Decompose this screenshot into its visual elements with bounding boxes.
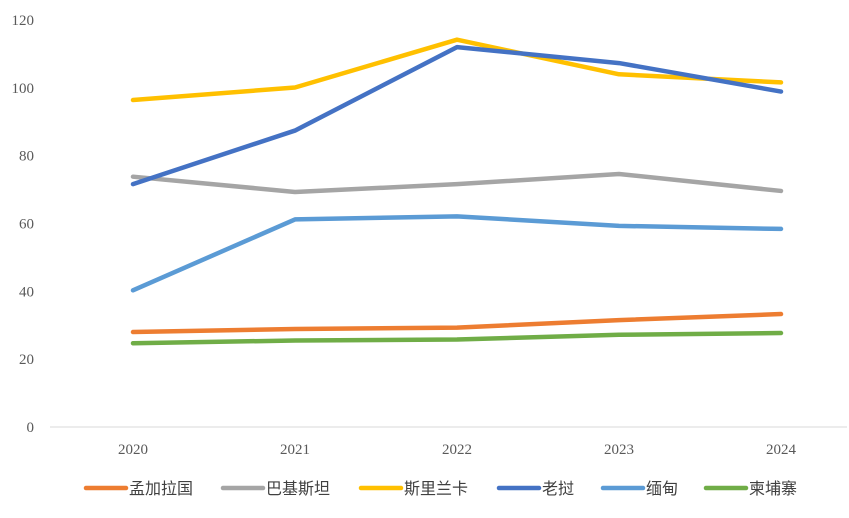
legend-label: 老挝 <box>542 479 574 498</box>
y-tick-label: 100 <box>12 81 35 97</box>
y-axis-ticks: 0 20 40 60 80 100 120 <box>12 13 35 436</box>
x-tick-label: 2023 <box>604 442 634 458</box>
series-lines <box>130 37 784 346</box>
legend: 孟加拉国 巴基斯坦 斯里兰卡 老挝 缅甸 柬埔寨 <box>83 479 797 498</box>
y-tick-label: 80 <box>19 149 34 165</box>
x-axis-ticks: 2020 2021 2022 2023 2024 <box>118 442 797 458</box>
series-line-3 <box>130 44 784 187</box>
series-line-5 <box>130 330 784 346</box>
x-tick-label: 2022 <box>442 442 472 458</box>
x-tick-label: 2020 <box>118 442 148 458</box>
series-line-0 <box>130 311 784 335</box>
series-line-1 <box>130 171 784 195</box>
y-tick-label: 120 <box>12 13 35 29</box>
series-line-4 <box>130 214 784 293</box>
legend-label: 巴基斯坦 <box>266 479 330 498</box>
legend-label: 柬埔寨 <box>749 479 797 498</box>
y-tick-label: 0 <box>27 420 35 436</box>
x-tick-label: 2021 <box>280 442 310 458</box>
x-tick-label: 2024 <box>766 442 797 458</box>
y-tick-label: 40 <box>19 284 34 300</box>
legend-label: 孟加拉国 <box>129 479 193 498</box>
y-tick-label: 20 <box>19 352 34 368</box>
y-tick-label: 60 <box>19 217 34 233</box>
legend-label: 缅甸 <box>646 479 678 498</box>
series-line-2 <box>130 37 784 103</box>
legend-label: 斯里兰卡 <box>404 479 468 498</box>
